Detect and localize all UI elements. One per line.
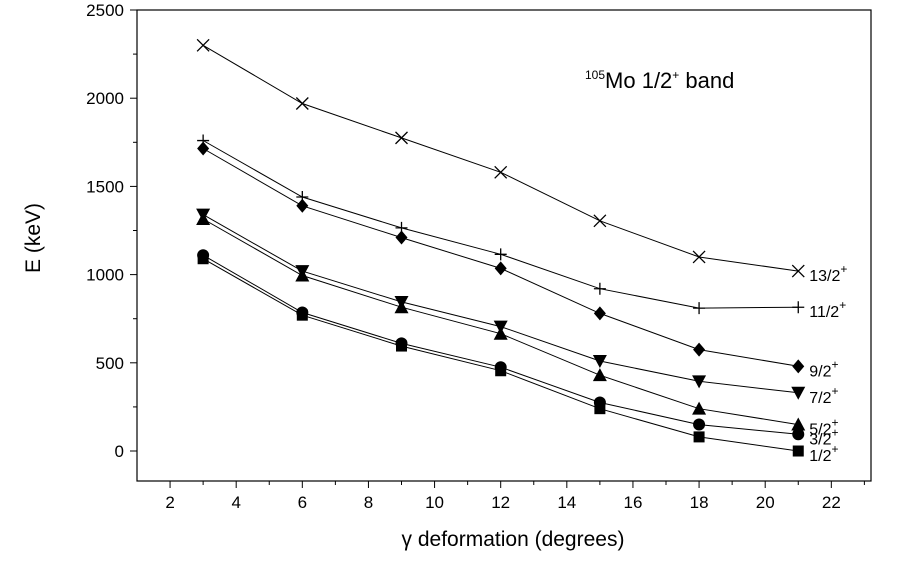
series-marker	[792, 445, 804, 457]
series-marker	[792, 359, 805, 374]
series-marker	[394, 295, 409, 309]
x-tick-label: 12	[491, 493, 510, 512]
series-marker	[395, 221, 408, 234]
x-tick-label: 16	[623, 493, 642, 512]
x-tick-label: 10	[425, 493, 444, 512]
y-tick-label: 2000	[86, 89, 124, 108]
x-tick-label: 22	[822, 493, 841, 512]
series-marker	[494, 261, 507, 276]
series-marker	[592, 355, 607, 369]
series-label: 13/2+	[809, 262, 847, 285]
y-tick-label: 0	[115, 442, 124, 461]
series-marker	[197, 249, 210, 262]
series-marker	[296, 198, 309, 213]
series-marker	[593, 396, 606, 409]
series-marker	[693, 418, 706, 431]
series-marker	[594, 403, 606, 415]
x-tick-label: 20	[756, 493, 775, 512]
series-marker	[693, 302, 706, 315]
x-axis-title: γ deformation (degrees)	[402, 528, 625, 551]
series-marker	[592, 368, 607, 382]
series-markers	[196, 38, 806, 457]
series-label: 7/2+	[809, 384, 838, 407]
series-marker	[792, 428, 805, 441]
y-tick-label: 1000	[86, 266, 124, 285]
series-label: 11/2+	[809, 298, 846, 321]
series-marker	[692, 401, 707, 415]
series-labels: 1/2+3/2+5/2+ 7/2+ 9/2+ 11/2+ 13/2+	[809, 262, 847, 465]
x-tick-label: 8	[364, 493, 373, 512]
x-tick-label: 2	[165, 493, 174, 512]
series-marker	[295, 97, 309, 110]
series-label: 1/2+	[809, 442, 838, 465]
series-label: 3/2+	[809, 425, 838, 448]
series-marker	[791, 264, 805, 278]
y-tick-label: 2500	[86, 1, 124, 20]
series-marker	[791, 417, 806, 431]
series-line	[202, 140, 799, 309]
chart-title: 105Mo 1/2+ band	[585, 68, 734, 93]
plot-frame	[136, 9, 872, 482]
series-marker	[494, 165, 508, 179]
series-marker	[494, 248, 507, 261]
series-marker	[296, 306, 309, 319]
series-label: 9/2+	[809, 357, 838, 380]
series-marker	[693, 431, 705, 443]
y-axis-title: E (keV)	[22, 203, 45, 273]
x-tick-label: 4	[231, 493, 240, 512]
series-marker	[196, 208, 211, 222]
axes: 2 4 6 8 10 12 14 16 18 20 22 0 500 1000 1500 2000 2500	[86, 1, 872, 512]
series-lines	[202, 44, 799, 452]
series-marker	[296, 190, 309, 203]
series-marker	[792, 301, 805, 314]
series-label: 5/2+	[809, 416, 838, 439]
series-marker	[693, 342, 706, 357]
series-marker	[295, 265, 310, 279]
series-marker	[692, 250, 706, 264]
series-marker	[197, 134, 210, 147]
x-tick-label: 14	[557, 493, 576, 512]
x-tick-label: 18	[690, 493, 709, 512]
series-marker	[395, 337, 408, 350]
y-tick-label: 500	[96, 354, 124, 373]
series-marker	[395, 131, 408, 145]
series-marker	[593, 214, 607, 228]
series-marker	[493, 320, 508, 334]
series-marker	[593, 282, 606, 295]
series-marker	[197, 141, 210, 156]
series-line	[202, 254, 799, 435]
series-marker	[395, 230, 408, 245]
series-marker	[593, 306, 606, 321]
series-marker	[692, 375, 707, 389]
x-tick-label: 6	[298, 493, 307, 512]
series-marker	[196, 38, 210, 52]
series-line	[202, 258, 799, 452]
y-tick-label: 1500	[86, 177, 124, 196]
series-marker	[791, 386, 806, 400]
series-marker	[494, 361, 507, 374]
